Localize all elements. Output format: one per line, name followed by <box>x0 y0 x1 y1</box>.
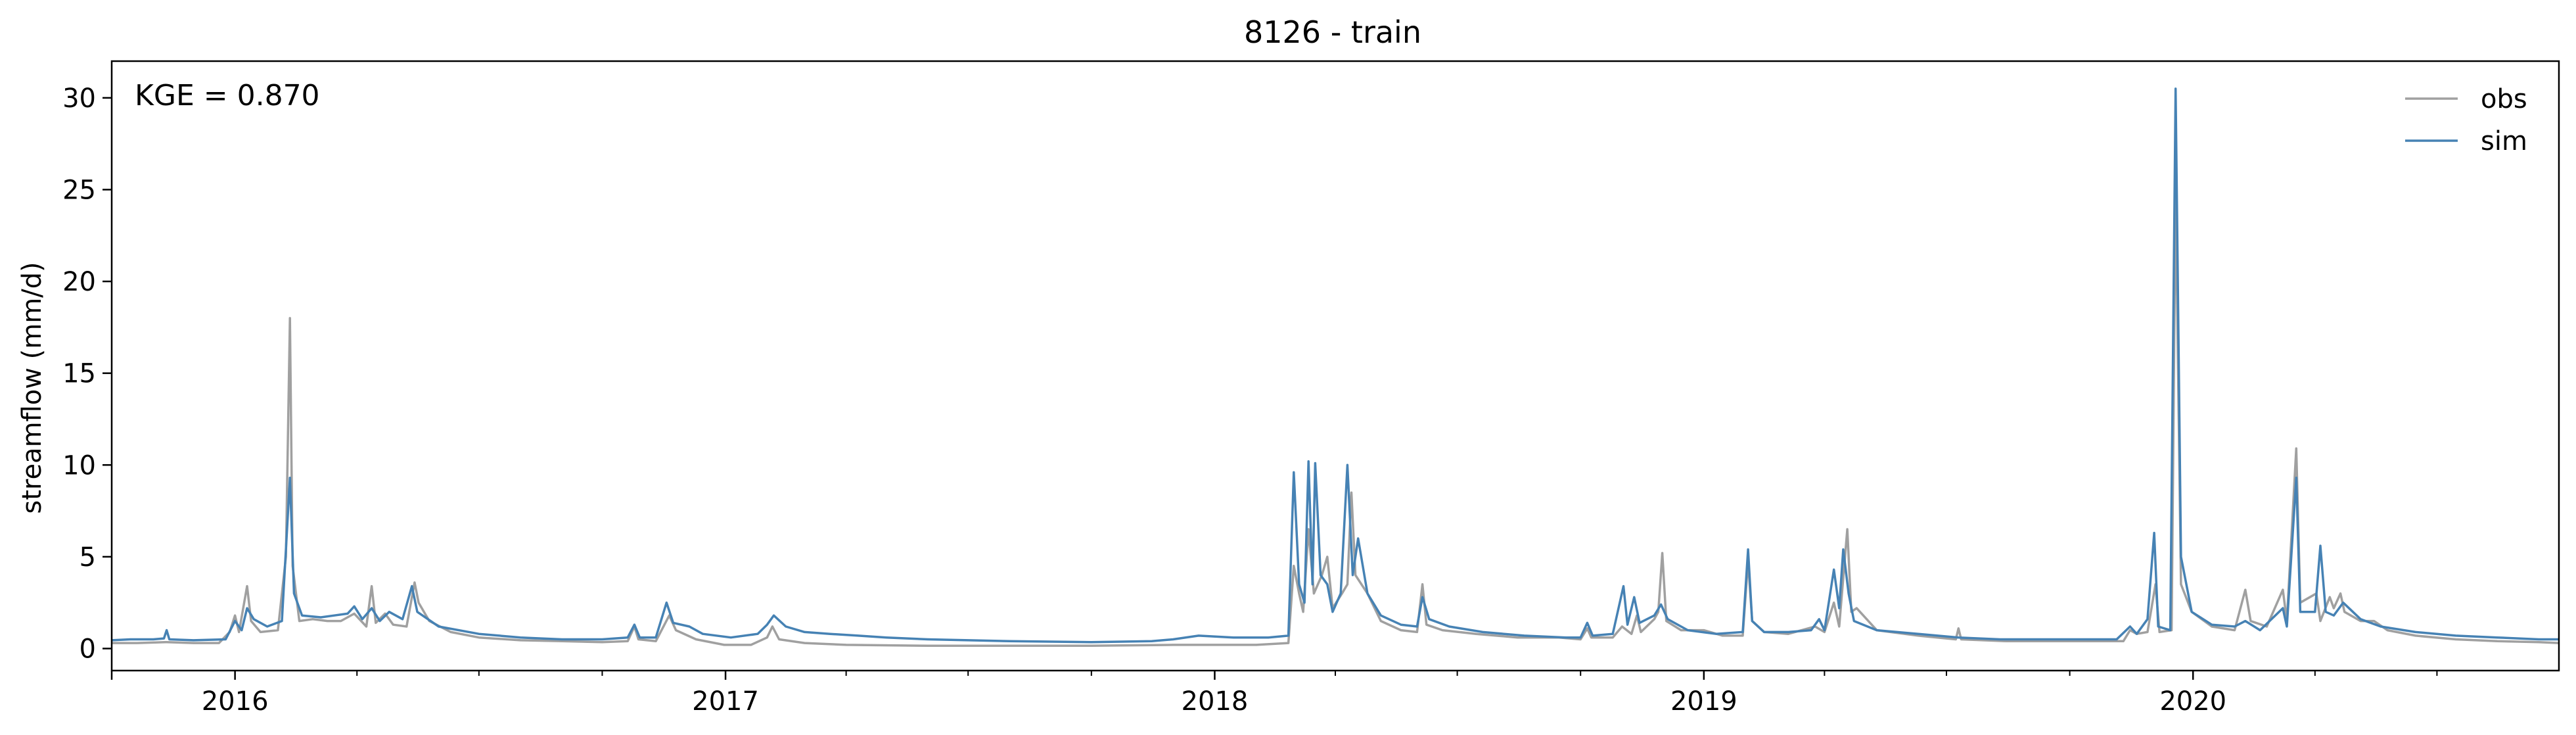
axes-layer: 0 5 10 15 20 25 30 2016 2017 2018 2019 2020 <box>62 60 2560 717</box>
y-tick-label: 25 <box>62 175 96 205</box>
y-tick-label: 15 <box>62 359 96 389</box>
legend: obs sim <box>2405 84 2527 156</box>
x-tick-label: 2019 <box>1670 686 1737 717</box>
legend-label-sim: sim <box>2481 126 2527 156</box>
x-tick-label: 2020 <box>2159 686 2226 717</box>
x-tick-label: 2017 <box>692 686 759 717</box>
x-tick-label: 2018 <box>1182 686 1249 717</box>
series-line-obs <box>112 188 2560 648</box>
chart-title: 8126 - train <box>1244 14 1421 50</box>
y-tick-label: 30 <box>62 83 96 114</box>
y-tick-label: 5 <box>80 542 96 573</box>
y-tick-label: 20 <box>62 267 96 297</box>
series-layer <box>111 87 2560 648</box>
y-tick-label: 10 <box>62 450 96 481</box>
x-tick-label: 2016 <box>202 686 269 717</box>
y-axis-label: streamflow (mm/d) <box>17 262 47 513</box>
legend-label-obs: obs <box>2481 84 2527 114</box>
kge-annotation: KGE = 0.870 <box>135 79 320 112</box>
series-line-sim <box>111 87 2559 644</box>
y-tick-label: 0 <box>80 634 96 664</box>
